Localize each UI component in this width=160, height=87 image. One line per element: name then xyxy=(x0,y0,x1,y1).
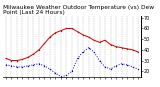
Text: Milwaukee Weather Outdoor Temperature (vs) Dew Point (Last 24 Hours): Milwaukee Weather Outdoor Temperature (v… xyxy=(3,5,154,15)
